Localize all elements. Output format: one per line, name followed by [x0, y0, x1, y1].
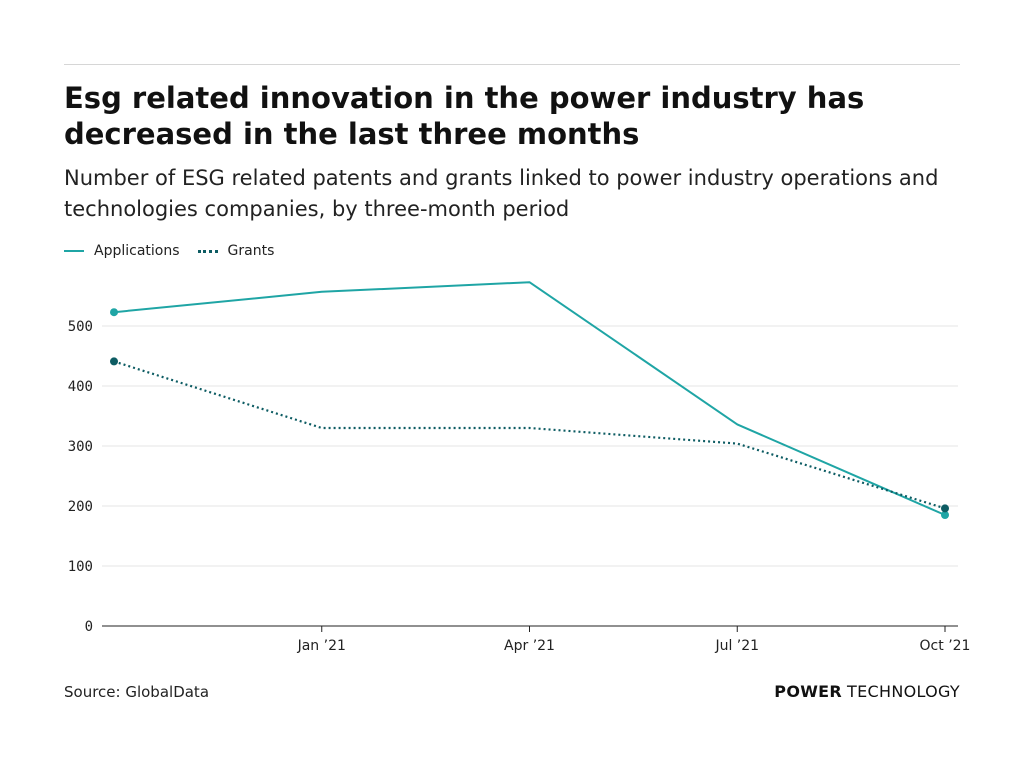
- top-divider: [64, 64, 960, 65]
- legend-label-applications: Applications: [94, 243, 180, 259]
- y-tick-label-300: 300: [68, 439, 93, 455]
- y-tick-label-500: 500: [68, 319, 93, 335]
- series-point-grants-2020-10: [110, 357, 118, 366]
- y-tick-label-200: 200: [68, 499, 93, 515]
- x-tick-label-2021-10: Oct ’21: [920, 638, 971, 654]
- series-point-applications-2021-10: [941, 511, 949, 519]
- x-tick-label-2021-04: Apr ’21: [504, 638, 555, 654]
- series-point-grants-2021-10: [941, 504, 949, 513]
- source-note: Source: GlobalData: [64, 683, 210, 701]
- x-tick-label-2021-07: Jul ’21: [714, 638, 759, 654]
- y-tick-label-0: 0: [85, 619, 93, 635]
- y-tick-label-100: 100: [68, 559, 93, 575]
- legend-item-applications: Applications: [64, 243, 180, 259]
- legend: Applications Grants: [64, 241, 292, 261]
- legend-item-grants: Grants: [197, 243, 275, 259]
- series-line-grants: [113, 360, 946, 510]
- y-tick-label-400: 400: [68, 379, 93, 395]
- brand-word-technology: TECHNOLOGY: [847, 682, 960, 701]
- series-line-applications: [113, 281, 946, 516]
- brand-word-power: POWER: [774, 682, 843, 701]
- brand-logo: POWER TECHNOLOGY: [774, 682, 960, 701]
- chart-subtitle: Number of ESG related patents and grants…: [64, 166, 939, 221]
- legend-label-grants: Grants: [227, 243, 275, 259]
- legend-swatch-grants: [197, 249, 218, 253]
- chart-title: Esg related innovation in the power indu…: [64, 81, 865, 151]
- series-point-applications-2020-10: [110, 308, 118, 317]
- legend-swatch-applications: [64, 250, 84, 252]
- x-tick-label-2021-01: Jan ’21: [297, 638, 346, 654]
